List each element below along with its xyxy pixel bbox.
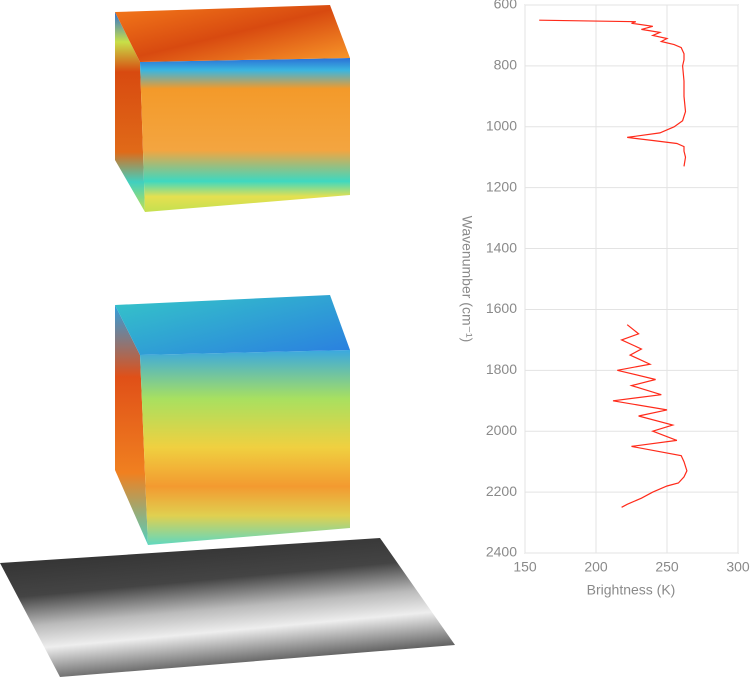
x-axis-label: Wavenumber (cm⁻¹) — [459, 216, 475, 343]
x-tick-label: 1800 — [486, 361, 517, 377]
y-axis-label: Brightness (K) — [587, 582, 676, 598]
x-tick-label: 2200 — [486, 483, 517, 499]
x-tick-label: 1400 — [486, 239, 517, 255]
x-tick-label: 2000 — [486, 422, 517, 438]
spectrum-line — [539, 19, 688, 508]
y-tick-label: 200 — [584, 559, 608, 575]
x-tick-label: 2400 — [486, 544, 517, 560]
y-tick-label: 300 — [726, 559, 750, 575]
x-tick-label: 1200 — [486, 178, 517, 194]
y-tick-label: 250 — [655, 559, 679, 575]
x-tick-label: 1000 — [486, 117, 517, 133]
grayscale-slab — [0, 538, 455, 677]
x-tick-label: 600 — [494, 0, 518, 12]
cube-top — [115, 5, 350, 212]
plot — [524, 4, 739, 554]
cube-middle — [115, 295, 350, 545]
plot-frame — [524, 4, 739, 554]
x-tick-label: 1600 — [486, 300, 517, 316]
y-tick-label: 150 — [513, 559, 537, 575]
x-tick-label: 800 — [494, 57, 518, 73]
